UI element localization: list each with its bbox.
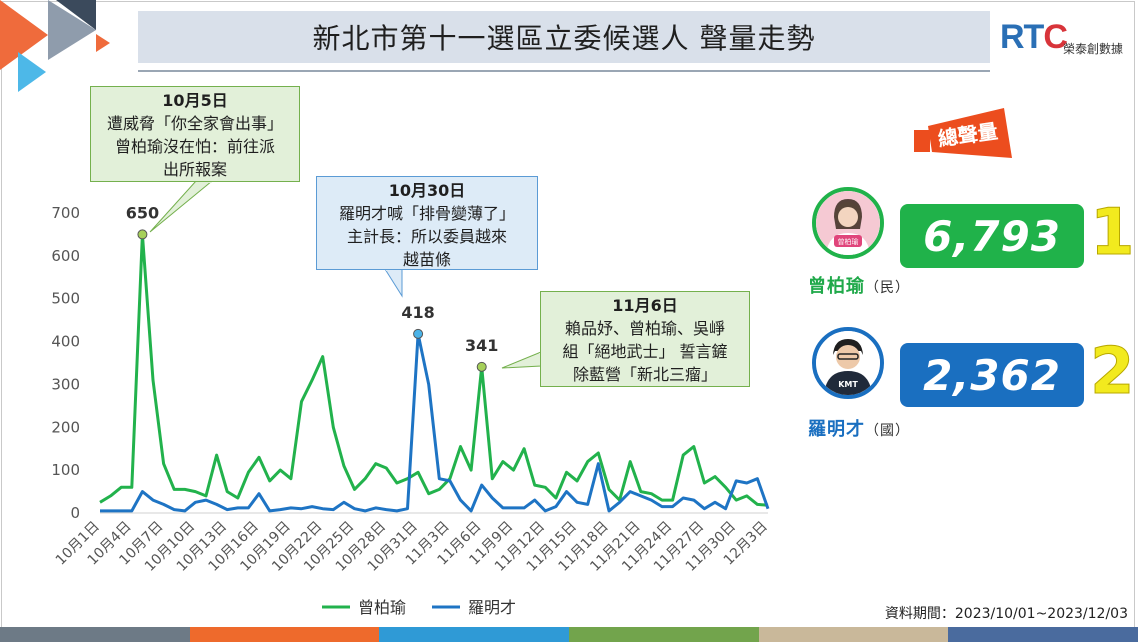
data-point-marker [476, 361, 487, 372]
triangle-blue [18, 52, 46, 92]
total-volume-candidate-1: 6,793 [900, 204, 1084, 268]
avatar-face [838, 207, 858, 227]
data-period: 資料期間：2023/10/01~2023/12/03 [884, 606, 1128, 622]
person-icon: KMT [816, 331, 880, 395]
avatar-shirt-text: KMT [838, 380, 858, 389]
avatar-sign-text: 曾柏瑜 [838, 237, 859, 246]
annotation-line: 組「絕地武士」 誓言鏟 [562, 342, 728, 361]
annotation-pointer [149, 180, 214, 233]
bottom-color-bar [0, 627, 1138, 642]
y-tick-label: 300 [51, 375, 80, 393]
y-tick-label: 500 [51, 290, 80, 308]
megaphone-icon: 總聲量 [914, 108, 1012, 158]
annotation-oct5: 10月5日 遭威脅「你全家會出事」 曾柏瑜沒在怕：前往派 出所報案 [90, 86, 300, 182]
avatar-sign [834, 235, 862, 247]
bar-segment [758, 627, 949, 642]
legend-label: 曾柏瑜 [358, 598, 406, 617]
candidate-name: 曾柏瑜 [808, 276, 865, 297]
brand-logo: RTC 榮泰創數據 [1000, 14, 1132, 64]
data-label: 341 [465, 336, 498, 355]
avatar-candidate-1: 曾柏瑜 [812, 187, 884, 259]
annotation-line: 曾柏瑜沒在怕：前往派 [114, 137, 275, 156]
annotation-pointer [501, 351, 542, 369]
candidate-2-name: 羅明才（國） [808, 415, 910, 441]
logo-mark: RTC [1000, 18, 1068, 56]
y-tick-label: 200 [51, 418, 80, 436]
annotation-pointer [384, 268, 403, 298]
annotation-line: 賴品妤、曾柏瑜、吳崢 [564, 319, 725, 338]
rank-candidate-2: 2 [1090, 335, 1136, 410]
annotation-line: 遭威脅「你全家會出事」 [106, 114, 283, 133]
avatar-body [824, 371, 872, 395]
data-point-marker [413, 328, 424, 339]
triangle-dark [56, 0, 96, 30]
candidate-name: 羅明才 [808, 419, 865, 440]
annotation-nov6: 11月6日 賴品妤、曾柏瑜、吳崢 組「絕地武士」 誓言鏟 除藍營「新北三瘤」 [540, 291, 750, 387]
megaphone-body [928, 108, 1012, 158]
annotation-date: 10月5日 [162, 91, 228, 110]
avatar-head [836, 345, 860, 369]
title-underline [138, 70, 990, 72]
corner-decoration [0, 0, 110, 92]
y-tick-label: 700 [51, 204, 80, 222]
data-label: 418 [401, 303, 434, 322]
data-label: 650 [126, 203, 159, 222]
party-label: （民） [865, 280, 910, 296]
y-tick-label: 0 [70, 504, 80, 522]
y-tick-label: 100 [51, 461, 80, 479]
avatar-candidate-2: KMT [812, 327, 884, 399]
bar-segment [189, 627, 380, 642]
logo-subtitle: 榮泰創數據 [1063, 42, 1124, 56]
y-tick-label: 400 [51, 333, 80, 351]
avatar-glasses [837, 353, 859, 360]
triangle-orange [0, 0, 48, 70]
total-volume-candidate-2: 2,362 [900, 343, 1084, 407]
y-tick-label: 600 [51, 247, 80, 265]
bar-segment [0, 627, 190, 642]
annotation-line: 除藍營「新北三瘤」 [572, 365, 717, 384]
bar-segment [569, 627, 759, 642]
annotation-date: 10月30日 [388, 181, 466, 200]
party-name: 民 [880, 280, 895, 296]
triangle-grey [48, 0, 96, 60]
annotation-line: 羅明才喊「排骨變薄了」 [338, 204, 515, 223]
series-line-曾柏瑜 [99, 232, 769, 507]
candidate-1-name: 曾柏瑜（民） [808, 272, 910, 298]
bar-segment [948, 627, 1138, 642]
party-label: （國） [865, 423, 910, 439]
annotation-date: 11月6日 [612, 296, 678, 315]
legend-label: 羅明才 [468, 598, 516, 617]
party-name: 國 [880, 423, 895, 439]
page-title: 新北市第十一選區立委候選人 聲量走勢 [138, 11, 990, 63]
triangle-orange-small [96, 34, 110, 52]
annotation-oct30: 10月30日 羅明才喊「排骨變薄了」 主計長：所以委員越來 越苗條 [316, 176, 538, 270]
annotation-line: 主計長：所以委員越來 [346, 227, 507, 246]
annotation-line: 出所報案 [162, 160, 227, 179]
annotation-line: 越苗條 [402, 250, 451, 269]
series-line-羅明才 [100, 332, 770, 513]
bar-segment [379, 627, 570, 642]
data-point-marker [137, 229, 148, 240]
rank-candidate-1: 1 [1090, 196, 1136, 271]
megaphone-handle [914, 130, 930, 152]
person-icon: 曾柏瑜 [816, 191, 880, 255]
